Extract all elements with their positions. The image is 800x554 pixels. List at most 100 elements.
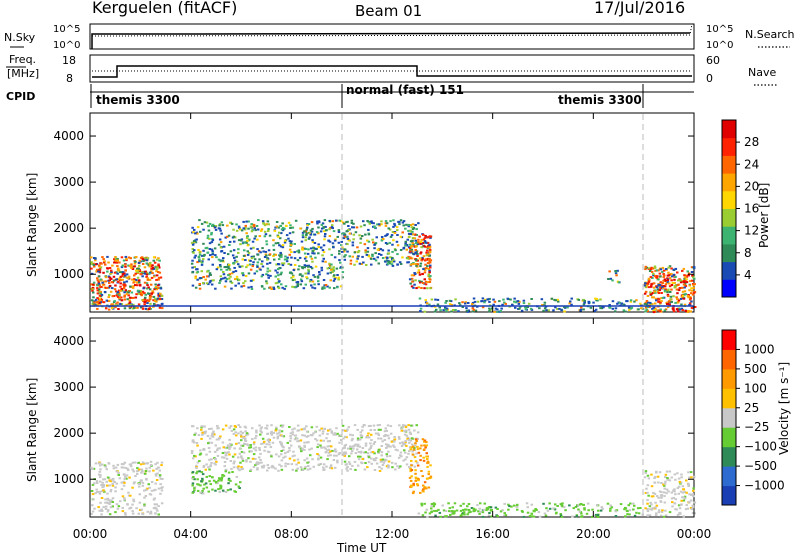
- scatter-cell: [692, 487, 695, 490]
- scatter-cell: [100, 497, 104, 499]
- scatter-cell: [448, 299, 452, 302]
- scatter-cell: [396, 253, 399, 256]
- scatter-cell: [243, 228, 247, 231]
- scatter-cell: [316, 220, 319, 223]
- scatter-cell: [241, 265, 244, 268]
- scatter-cell: [421, 272, 424, 275]
- scatter-cell: [428, 271, 431, 274]
- scatter-cell: [102, 301, 106, 304]
- scatter-cell: [629, 299, 633, 302]
- scatter-cell: [386, 262, 390, 265]
- scatter-cell: [143, 257, 146, 260]
- scatter-cell: [160, 489, 164, 492]
- scatter-cell: [98, 297, 102, 300]
- scatter-cell: [282, 456, 285, 459]
- scatter-cell: [161, 478, 164, 480]
- scatter-cell: [99, 468, 102, 471]
- scatter-cell: [336, 459, 339, 462]
- scatter-cell: [129, 494, 132, 497]
- scatter-cell: [225, 278, 229, 281]
- scatter-cell: [233, 447, 236, 450]
- scatter-cell: [227, 445, 230, 447]
- scatter-cell: [301, 231, 305, 234]
- scatter-cell: [297, 251, 301, 254]
- scatter-cell: [123, 477, 126, 480]
- scatter-cell: [364, 451, 367, 454]
- scatter-cell: [531, 515, 534, 518]
- scatter-cell: [421, 258, 424, 261]
- scatter-cell: [92, 467, 96, 470]
- scatter-cell: [661, 266, 665, 269]
- scatter-cell: [540, 298, 544, 301]
- scatter-cell: [253, 258, 257, 261]
- scatter-cell: [614, 270, 617, 272]
- scatter-cell: [688, 298, 692, 301]
- scatter-cell: [135, 470, 139, 473]
- scatter-cell: [312, 432, 315, 435]
- scatter-cell: [682, 279, 686, 282]
- y-tick-label: 3000: [53, 380, 84, 394]
- scatter-cell: [426, 302, 429, 305]
- scatter-cell: [648, 267, 651, 270]
- scatter-cell: [301, 236, 305, 239]
- scatter-cell: [410, 459, 413, 462]
- scatter-cell: [646, 510, 650, 513]
- scatter-cell: [250, 255, 254, 258]
- scatter-cell: [156, 461, 159, 464]
- scatter-cell: [464, 301, 467, 304]
- scatter-cell: [263, 230, 267, 233]
- scatter-cell: [422, 488, 425, 491]
- scatter-cell: [460, 514, 463, 517]
- scatter-cell: [673, 488, 676, 491]
- scatter-cell: [218, 437, 221, 440]
- scatter-cell: [554, 299, 557, 302]
- scatter-cell: [227, 477, 231, 480]
- scatter-cell: [398, 424, 401, 427]
- scatter-cell: [112, 275, 116, 278]
- scatter-cell: [244, 259, 247, 261]
- scatter-cell: [301, 267, 304, 270]
- scatter-cell: [98, 300, 102, 302]
- scatter-cell: [428, 251, 432, 254]
- scatter-cell: [192, 231, 195, 234]
- scatter-cell: [221, 489, 225, 492]
- scatter-cell: [419, 307, 423, 310]
- scatter-cell: [401, 426, 405, 428]
- scatter-cell: [111, 483, 114, 485]
- scatter-cell: [542, 502, 545, 505]
- scatter-cell: [402, 247, 405, 250]
- scatter-cell: [423, 245, 427, 248]
- scatter-cell: [494, 307, 498, 310]
- scatter-cell: [276, 234, 280, 237]
- scatter-cell: [216, 427, 219, 430]
- scatter-cell: [213, 225, 216, 228]
- scatter-cell: [118, 289, 121, 292]
- scatter-cell: [115, 482, 118, 485]
- scatter-cell: [256, 238, 259, 241]
- scatter-cell: [482, 508, 485, 511]
- scatter-cell: [414, 249, 417, 251]
- scatter-cell: [147, 308, 151, 311]
- scatter-cell: [107, 462, 110, 465]
- scatter-cell: [479, 502, 482, 505]
- scatter-cell: [685, 281, 689, 284]
- scatter-cell: [425, 246, 429, 249]
- scatter-cell: [394, 462, 397, 465]
- scatter-cell: [644, 282, 647, 285]
- scatter-cell: [348, 455, 351, 458]
- scatter-cell: [637, 308, 640, 311]
- scatter-cell: [198, 251, 202, 254]
- scatter-cell: [129, 303, 132, 306]
- scatter-cell: [261, 285, 264, 288]
- scatter-cell: [400, 455, 403, 458]
- scatter-cell: [391, 466, 394, 469]
- scatter-cell: [354, 468, 357, 471]
- scatter-cell: [271, 464, 274, 467]
- scatter-cell: [643, 284, 647, 287]
- scatter-cell: [218, 224, 221, 227]
- scatter-cell: [281, 222, 284, 225]
- scatter-cell: [300, 280, 304, 283]
- scatter-cell: [542, 309, 545, 312]
- scatter-cell: [559, 513, 562, 515]
